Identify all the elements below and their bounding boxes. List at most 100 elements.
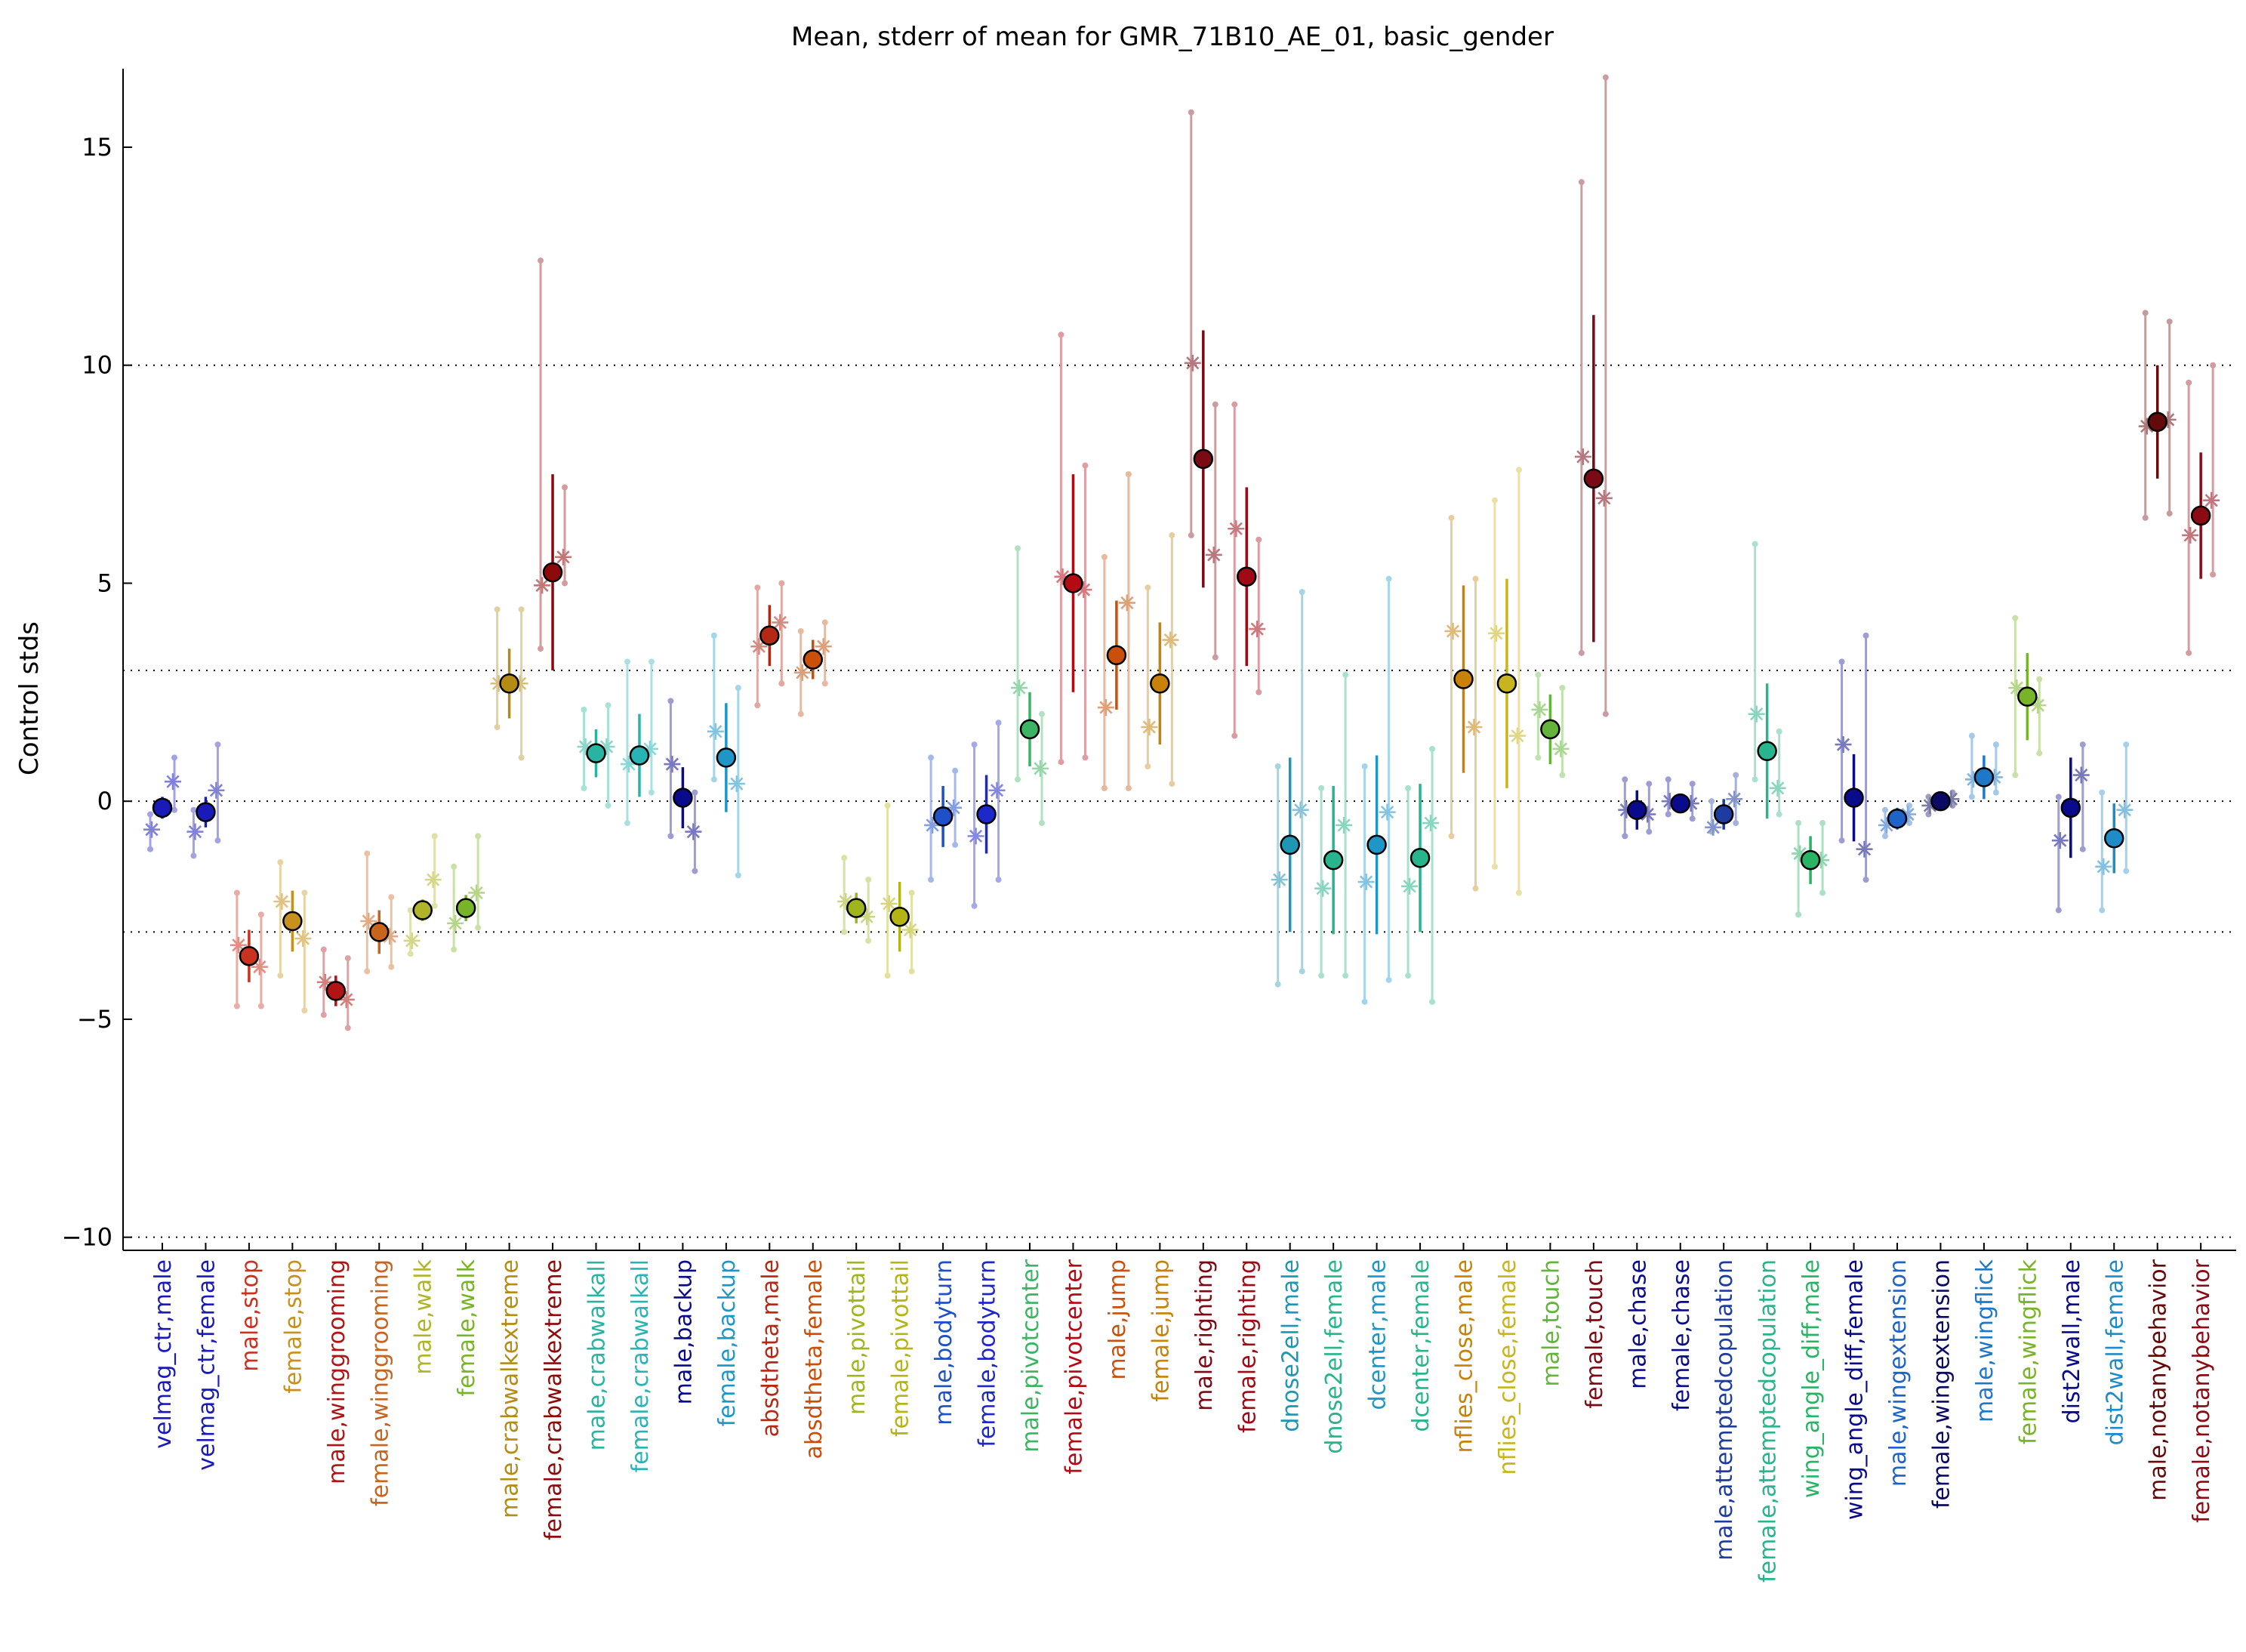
mean-point [586,743,606,763]
range-end-b [908,889,915,896]
range-end-a [1361,763,1368,769]
range-end-a [1318,784,1325,791]
category-label: female,pivotcenter [1061,1259,1087,1474]
category-label: absdtheta,female [801,1259,827,1459]
asterisk-b-15 [815,638,832,655]
range-end-b [2210,362,2217,368]
range-end-b [995,720,1002,726]
range-end-a [884,802,891,809]
range-end-a [1274,981,1281,988]
asterisk-b-13 [728,775,745,793]
range-end-a [494,606,501,613]
range-end-a [1838,837,1845,844]
range-end-b [821,619,828,626]
range-end-b [1169,532,1175,538]
category-label: male,pivotcenter [1018,1259,1044,1452]
range-end-b [1342,671,1349,678]
category-label: female,bodyturn [975,1259,1001,1447]
category-label: male,wingflick [1972,1259,1998,1422]
asterisk-b-6 [424,871,442,889]
asterisk-a-37 [1748,705,1765,723]
mean-point [1583,468,1604,489]
range-end-a [1535,671,1542,678]
asterisk-b-22 [1118,594,1135,612]
y-tick-label: 0 [97,787,112,815]
mean-point [369,922,390,942]
range-end-a [364,968,371,975]
range-end-a [624,820,630,827]
asterisk-a-13 [707,723,724,740]
asterisk-a-27 [1314,880,1332,897]
range-end-a [451,946,458,953]
asterisk-a-26 [1271,871,1288,889]
range-end-a [1968,732,1975,739]
range-end-a [2142,310,2149,316]
range-end-a [667,833,674,840]
range-end-a [581,784,587,791]
range-end-a [581,706,587,713]
range-end-a [1968,794,1975,800]
range-end-b [388,963,395,970]
asterisk-b-17 [901,921,919,938]
range-end-b [865,877,872,883]
range-end-a [320,946,327,953]
range-end-a [841,855,848,861]
mean-point [1106,645,1127,665]
range-end-a [1188,532,1194,538]
range-end-a [407,907,414,914]
range-end-b [1992,741,1999,748]
asterisk-a-30 [1444,622,1462,640]
mean-point [1280,834,1300,855]
range-end-a [233,1003,240,1009]
range-end-a [1622,833,1628,840]
mean-point [976,804,997,824]
mean-point [889,906,910,927]
range-end-b [518,606,525,613]
range-end-a [1665,811,1671,818]
asterisk-b-1 [208,781,225,799]
range-end-b [214,741,221,748]
range-end-b [952,767,959,774]
mean-point [1627,800,1647,820]
mean-point [412,900,433,920]
range-end-a [754,702,761,709]
mean-point [1410,848,1431,868]
category-label: female,crabwalkall [627,1259,654,1472]
asterisk-a-9 [534,577,551,594]
mean-point [846,898,867,918]
asterisk-a-24 [1184,354,1201,371]
range-end-b [952,841,959,848]
range-end-a [667,698,674,704]
range-end-b [2166,318,2173,325]
category-label: female,winggrooming [367,1259,393,1506]
asterisk-b-27 [1336,816,1353,834]
mean-point [2190,505,2211,526]
mean-point [1800,849,1821,871]
asterisk-b-28 [1379,803,1396,821]
range-end-b [1039,820,1045,827]
range-end-b [301,1007,308,1014]
range-end-a [1578,179,1585,186]
range-end-a [1318,972,1325,979]
asterisk-a-29 [1401,877,1419,895]
category-label: absdtheta,male [757,1259,784,1437]
range-end-a [841,929,848,935]
range-end-b [605,702,612,709]
range-end-a [1188,109,1194,116]
mean-point [282,911,303,932]
range-end-b [821,680,828,687]
range-end-b [1819,889,1826,896]
asterisk-b-20 [1032,760,1049,777]
range-end-a [2012,772,2019,778]
range-end-b [1125,784,1132,791]
range-end-a [1015,776,1021,783]
mean-point [1453,669,1474,689]
category-label: female,righting [1234,1259,1261,1433]
category-label: female,touch [1582,1259,1608,1409]
y-tick-label: 10 [82,351,112,380]
range-end-b [214,837,221,844]
asterisk-a-20 [1011,680,1027,697]
range-end-a [1231,732,1238,739]
range-end-a [710,632,717,639]
mean-point [1366,834,1387,855]
